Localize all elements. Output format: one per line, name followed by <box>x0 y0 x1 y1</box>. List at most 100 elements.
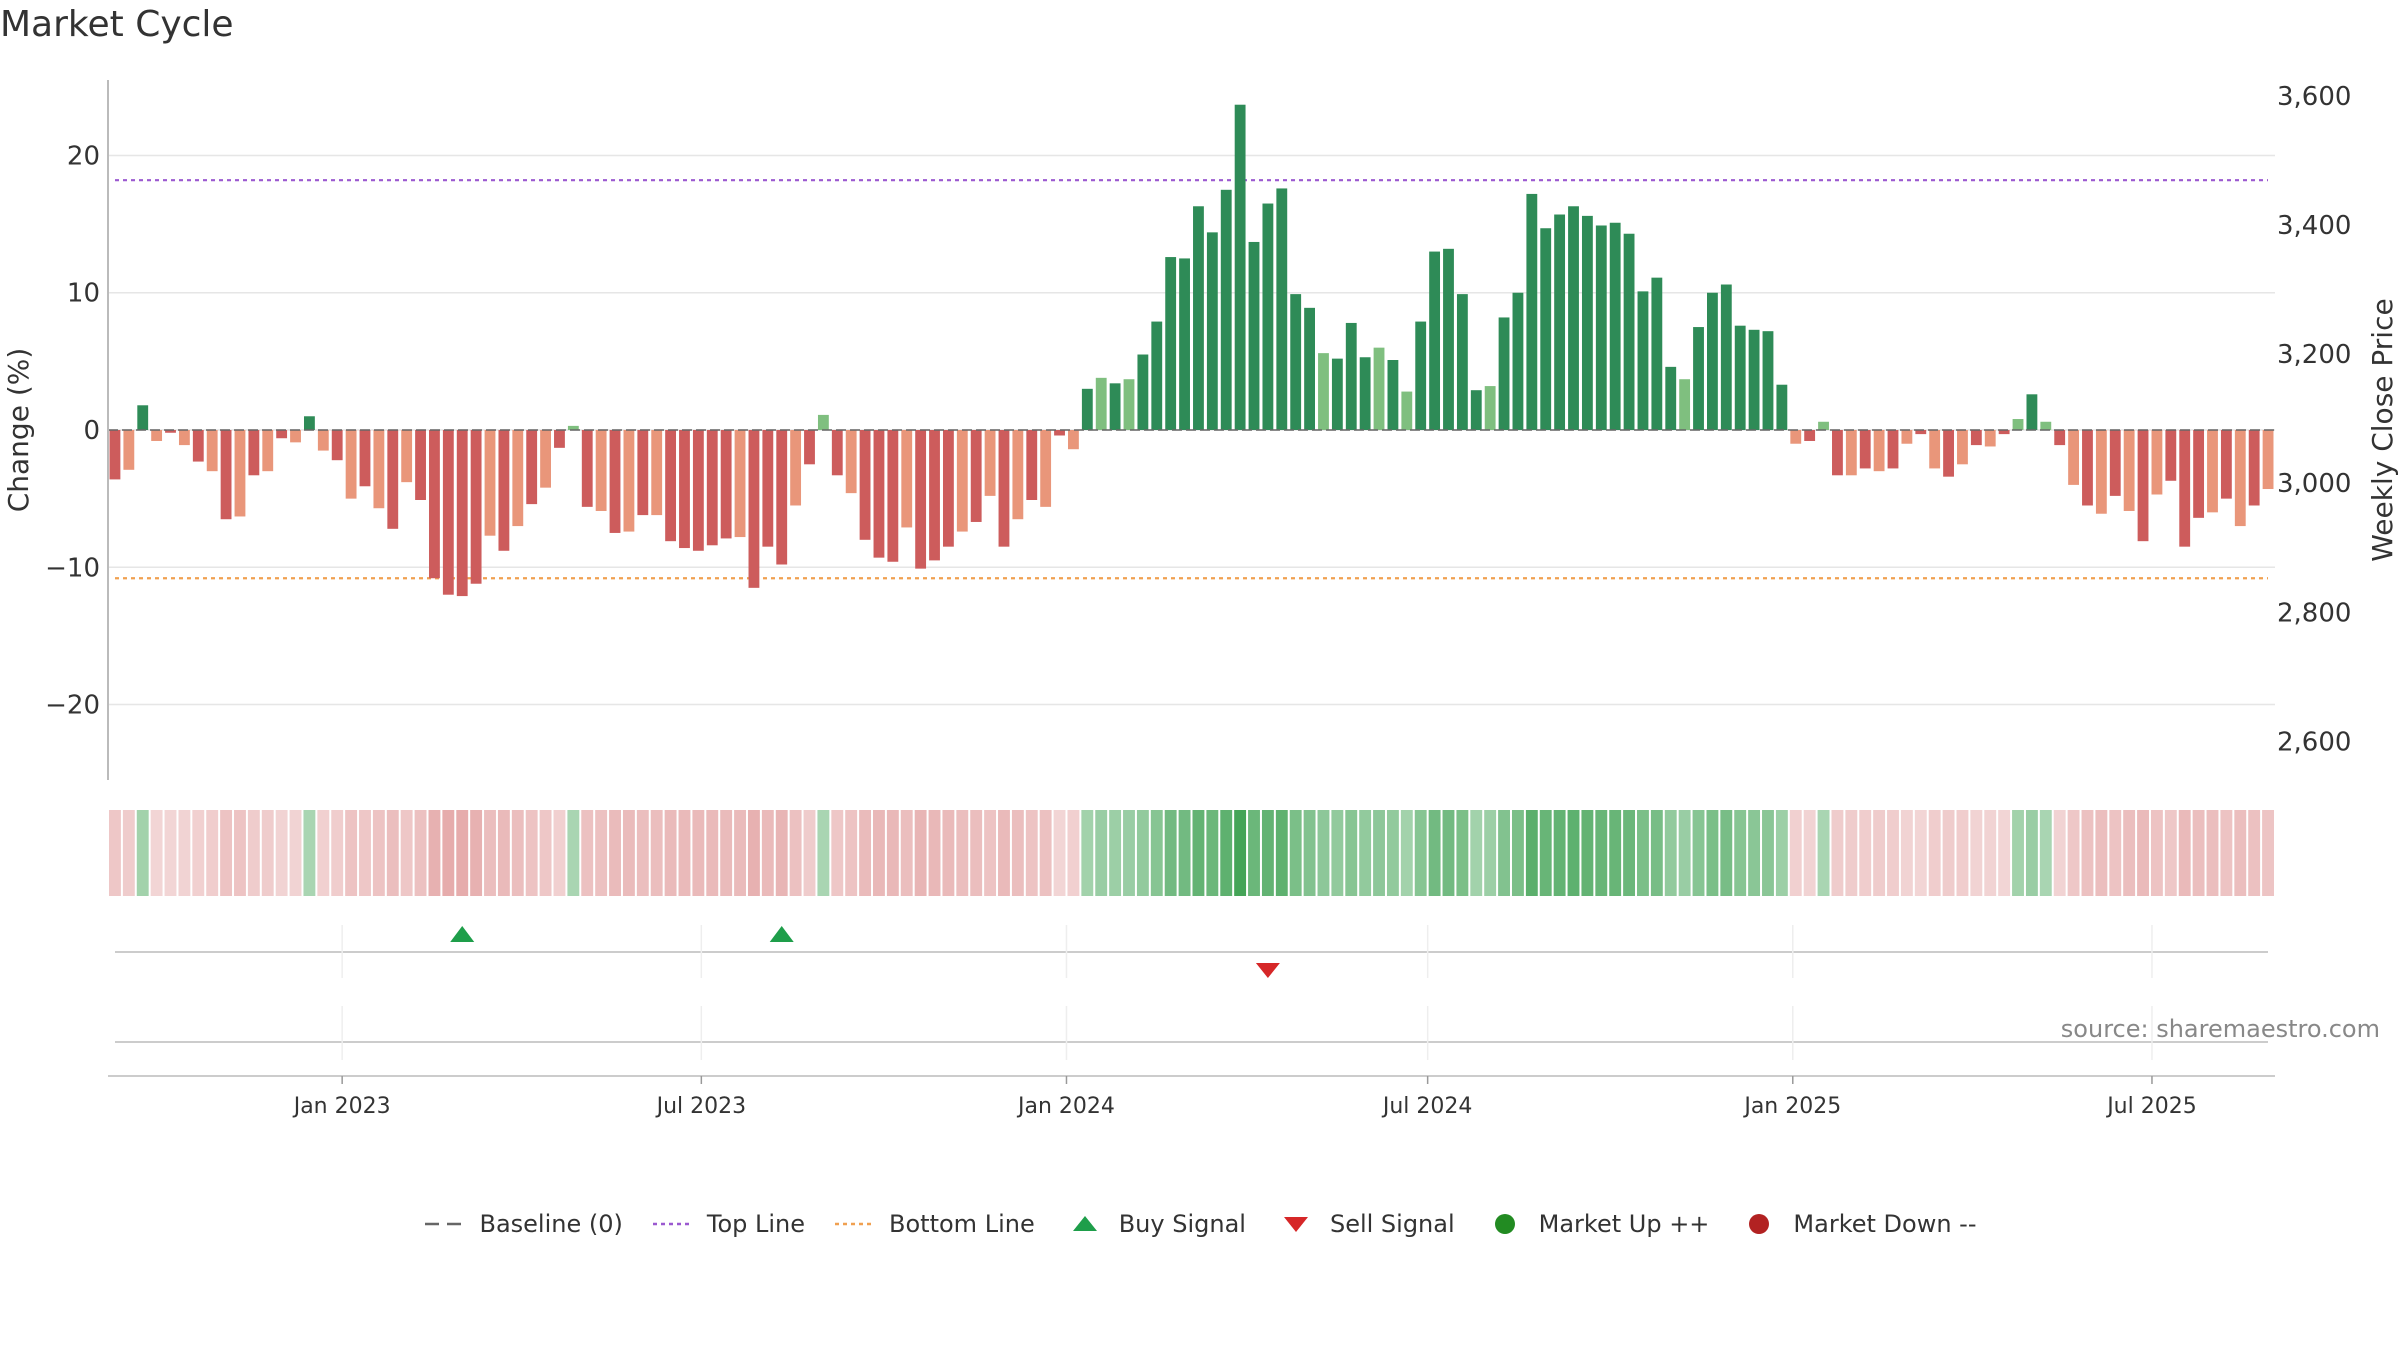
change-bar <box>1387 360 1399 430</box>
change-bar <box>1637 291 1649 430</box>
change-bar <box>2082 430 2093 506</box>
strength-cell <box>998 810 1010 896</box>
change-bar <box>956 430 968 532</box>
legend-label: Market Up ++ <box>1538 1210 1710 1238</box>
chart-title: Market Cycle <box>0 4 234 45</box>
change-bar <box>1540 228 1552 430</box>
legend-circle <box>1749 1214 1770 1234</box>
strength-cell <box>525 810 538 896</box>
change-bar <box>762 430 774 547</box>
change-bar <box>1304 307 1315 430</box>
change-bar <box>1526 193 1538 430</box>
change-bar <box>1290 294 1302 430</box>
strength-cell <box>1900 810 1913 896</box>
y-tick-label-left: 0 <box>83 416 100 446</box>
strength-cell <box>1637 810 1649 896</box>
strength-cell <box>1914 810 1927 896</box>
strength-cell <box>1664 810 1677 896</box>
legend-label: Bottom Line <box>889 1210 1035 1238</box>
change-bar <box>1054 430 1065 436</box>
change-bar <box>1679 379 1691 430</box>
strength-cell <box>1261 810 1274 896</box>
strength-cell <box>1734 810 1747 896</box>
change-bar <box>206 430 218 472</box>
strength-cell <box>886 810 899 896</box>
legend-item-top-line[interactable]: Top Line <box>651 1210 805 1238</box>
strength-cell <box>1803 810 1816 896</box>
strength-cell <box>1136 810 1149 896</box>
strength-cell <box>275 810 288 896</box>
legend-item-market-up[interactable]: Market Up ++ <box>1483 1210 1710 1238</box>
strength-cell <box>2164 810 2177 896</box>
legend-item-sell[interactable]: Sell Signal <box>1274 1210 1455 1238</box>
strength-cell <box>1011 810 1024 896</box>
strength-cell <box>1678 810 1691 896</box>
strength-cell <box>1456 810 1469 896</box>
change-bar <box>887 430 899 562</box>
change-bar <box>1651 277 1663 430</box>
strength-cell <box>178 810 191 896</box>
strength-cell <box>1789 810 1802 896</box>
legend-item-buy[interactable]: Buy Signal <box>1063 1210 1246 1238</box>
change-bar <box>2054 430 2066 446</box>
strength-cell <box>1873 810 1886 896</box>
legend-label: Sell Signal <box>1329 1210 1455 1238</box>
change-bar <box>776 430 788 565</box>
change-bar <box>748 430 760 588</box>
strength-cell <box>1123 810 1135 896</box>
strength-cell <box>1275 810 1288 896</box>
change-bar <box>567 425 579 430</box>
change-bar <box>1581 215 1593 430</box>
strength-cell <box>831 810 844 896</box>
strength-cell <box>1775 810 1788 896</box>
change-bar <box>706 430 718 546</box>
change-bar <box>1901 430 1913 444</box>
change-bar <box>1498 317 1510 430</box>
strength-cell <box>484 810 496 896</box>
y-tick-label-right: 3,200 <box>2277 340 2351 370</box>
source-text: source: sharemaestro.com <box>2060 1015 2380 1043</box>
y-tick-label-left: −10 <box>45 553 100 583</box>
change-bar <box>1012 430 1024 520</box>
strength-cell <box>1470 810 1483 896</box>
strength-cell <box>303 810 316 896</box>
change-bar <box>526 430 538 505</box>
strength-cell <box>1303 810 1316 896</box>
strength-cell <box>609 810 621 896</box>
change-bar <box>984 430 996 496</box>
legend-item-bottom-line[interactable]: Bottom Line <box>833 1210 1035 1238</box>
change-bar <box>1234 104 1246 431</box>
legend-circle <box>1494 1214 1515 1234</box>
legend-item-market-down[interactable]: Market Down -- <box>1737 1210 1977 1238</box>
strength-cell <box>1095 810 1108 896</box>
change-bar <box>1373 347 1385 430</box>
change-bar <box>2220 430 2232 499</box>
signal-panel <box>108 926 2275 1077</box>
strength-cell <box>414 810 427 896</box>
change-bar <box>387 430 399 529</box>
change-bar <box>1845 430 1857 476</box>
change-bar <box>1720 284 1732 430</box>
legend-item-baseline[interactable]: Baseline (0) <box>423 1210 623 1238</box>
change-bar <box>317 430 329 451</box>
reference-lines <box>115 179 2268 580</box>
change-bar <box>651 430 663 516</box>
change-bar <box>554 430 565 448</box>
strength-cell <box>567 810 580 896</box>
strength-cell <box>581 810 594 896</box>
strength-cell <box>359 810 371 896</box>
change-bar <box>234 430 246 517</box>
change-bar <box>1984 430 1996 447</box>
change-bar <box>790 430 802 506</box>
change-bar <box>2234 430 2246 527</box>
strength-cell <box>122 810 135 896</box>
strength-cell <box>636 810 649 896</box>
strength-cell <box>289 810 302 896</box>
change-bar <box>1623 233 1635 430</box>
change-bar <box>2193 430 2205 518</box>
change-bar <box>1248 241 1260 430</box>
change-bar <box>1095 377 1107 430</box>
change-bar <box>512 430 524 527</box>
strength-cell <box>2095 810 2108 896</box>
change-bar <box>345 430 357 499</box>
